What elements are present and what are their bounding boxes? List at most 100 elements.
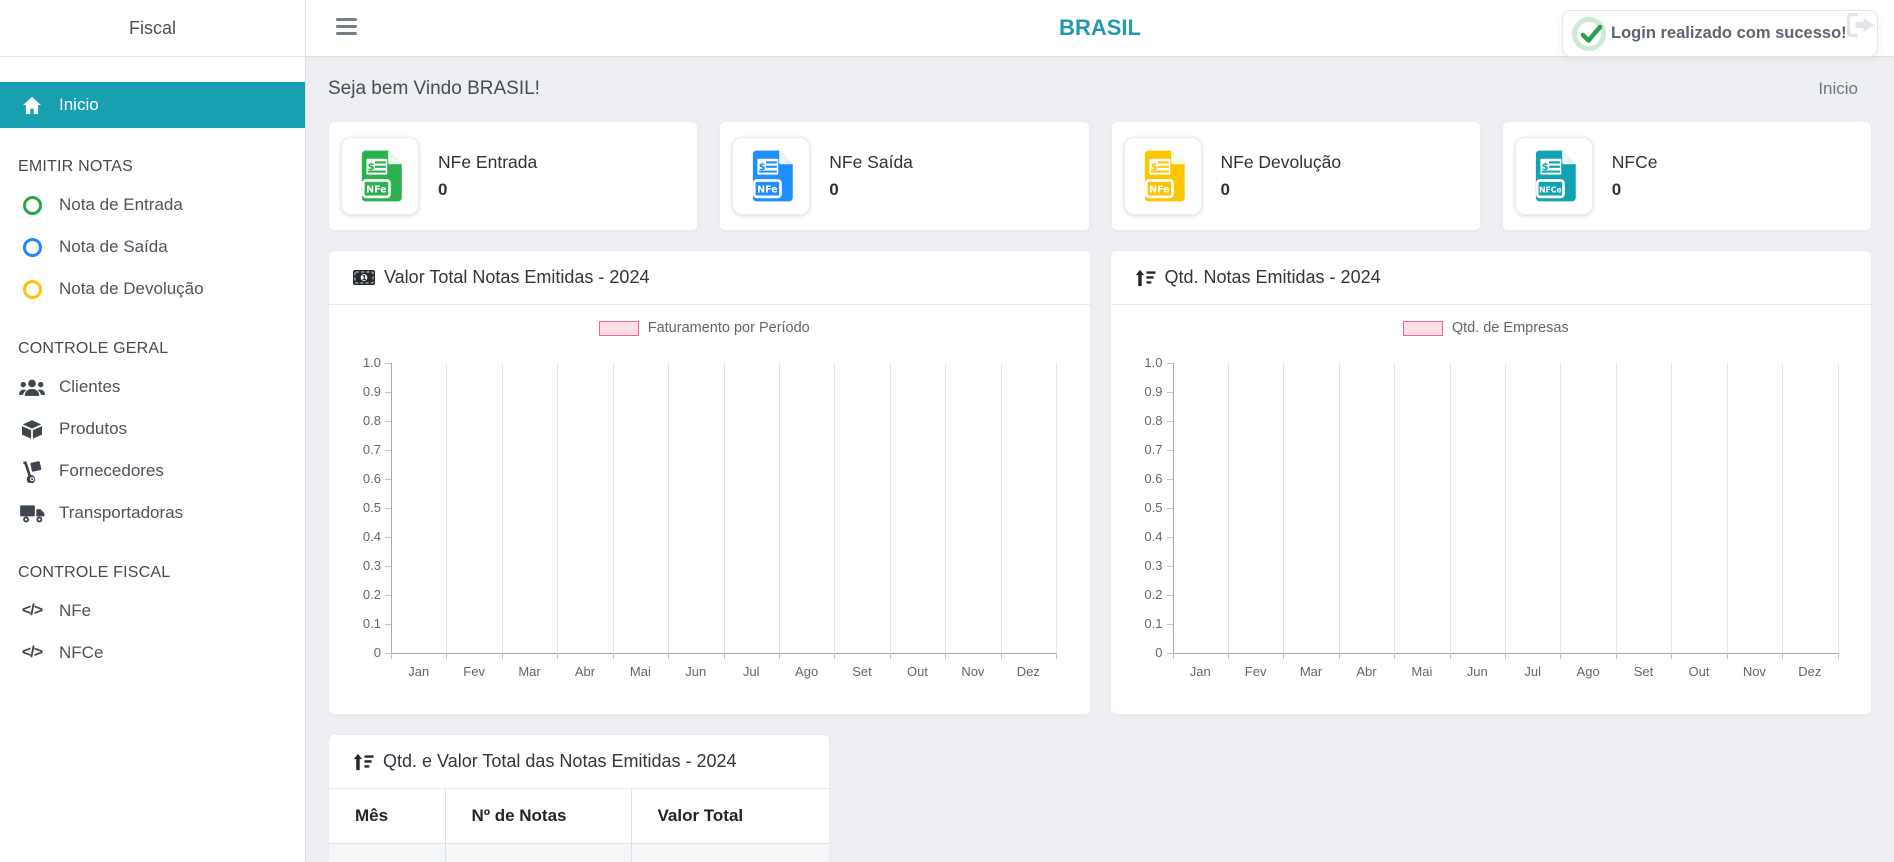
chart-area: Qtd. de Empresas Jan Fev Mar Abr Mai Jun Jul Ag… — [1111, 305, 1872, 693]
y-tick — [385, 363, 391, 364]
gridline-vertical — [1837, 363, 1839, 653]
breadcrumb[interactable]: Inicio — [1818, 79, 1858, 98]
stat-card-nfe-saida: $ NFe NFe Saída 0 — [719, 121, 1090, 231]
y-tick — [1166, 450, 1173, 451]
gridline-vertical — [778, 363, 780, 653]
sidebar-item-inicio[interactable]: Inicio — [0, 82, 305, 128]
y-tick — [385, 653, 391, 654]
y-tick — [1166, 566, 1173, 567]
welcome-text: Seja bem Vindo BRASIL! — [328, 78, 540, 99]
sidebar-item-label: Produtos — [59, 419, 128, 438]
sidebar-item-produtos[interactable]: Produtos — [0, 408, 305, 450]
chart-plot: Jan Fev Mar Abr Mai Jun Jul Ago Set Out Nov Dez 0 0.1… — [1127, 353, 1846, 693]
x-tick — [1782, 653, 1784, 659]
truck-icon — [19, 504, 45, 523]
sidebar-item-nota-de-entrada[interactable]: Nota de Entrada — [0, 184, 305, 226]
users-icon — [19, 378, 45, 397]
svg-text:NFe: NFe — [366, 184, 387, 195]
table-column-valor-total: Valor Total — [631, 789, 829, 844]
sidebar-item-label: Transportadoras — [59, 503, 184, 522]
y-tick — [1166, 363, 1173, 364]
table-card-header: Qtd. e Valor Total das Notas Emitidas - … — [329, 735, 829, 789]
y-tick-label: 0.3 — [362, 558, 381, 573]
nfe-document-icon: $ NFe — [1123, 137, 1202, 215]
table-card: Qtd. e Valor Total das Notas Emitidas - … — [328, 734, 830, 862]
table-title: Qtd. e Valor Total das Notas Emitidas - … — [383, 751, 737, 771]
sidebar-item-label: Nota de Entrada — [59, 195, 183, 214]
y-tick — [1166, 508, 1173, 509]
notas-table: Mês Nº de Notas Valor Total — [329, 789, 829, 862]
home-icon — [22, 96, 42, 115]
sidebar: Fiscal Inicio EMITIR NOTAS Nota de Entrad… — [0, 0, 306, 862]
circle-icon — [22, 279, 42, 299]
sidebar-section-controle-geral: CONTROLE GERAL — [18, 340, 169, 357]
dolly-icon — [21, 460, 44, 483]
sort-amount-up-icon — [1135, 269, 1156, 287]
stat-value: 0 — [1220, 180, 1230, 199]
y-tick-label: 0.2 — [1144, 587, 1163, 602]
sidebar-item-label: NFe — [59, 601, 92, 620]
sidebar-item-transportadoras[interactable]: Transportadoras — [0, 492, 305, 534]
y-tick-label: 0.4 — [1144, 529, 1163, 544]
y-tick-label: 0 — [373, 645, 381, 660]
chart-card-qtd-notas-emitidas-2024: Qtd. Notas Emitidas - 2024 Qtd. de Empre… — [1109, 250, 1872, 715]
y-tick-label: 0.8 — [362, 413, 381, 428]
x-tick-label: Dez — [1798, 664, 1822, 679]
nfe-document-icon: $ NFe — [732, 137, 811, 215]
svg-text:$: $ — [759, 162, 766, 173]
circle-icon — [22, 237, 42, 257]
y-tick-label: 0 — [1155, 645, 1163, 660]
x-tick — [1394, 653, 1396, 659]
gridline-vertical — [1560, 363, 1562, 653]
gridline-vertical — [612, 363, 614, 653]
toast-notification[interactable]: Login realizado com sucesso! — [1562, 10, 1878, 57]
x-tick-label: Mar — [1299, 664, 1323, 679]
nfe-document-icon: $ NFCe — [1514, 137, 1593, 215]
hamburger-menu-icon[interactable] — [336, 18, 357, 39]
svg-text:$: $ — [1542, 162, 1549, 173]
svg-text:NFCe: NFCe — [1539, 185, 1562, 194]
stat-card-nfce: $ NFCe NFCe 0 — [1501, 121, 1872, 231]
x-tick — [1671, 653, 1673, 659]
gridline-vertical — [834, 363, 836, 653]
chart-legend[interactable]: Qtd. de Empresas — [1127, 317, 1846, 339]
y-tick — [1166, 479, 1173, 480]
y-tick-label: 0.5 — [1144, 500, 1163, 515]
x-tick — [1837, 653, 1839, 659]
y-tick-label: 0.4 — [362, 529, 381, 544]
svg-text:NFe: NFe — [757, 184, 778, 195]
brand: Fiscal — [0, 0, 305, 57]
sidebar-item-nfce[interactable]: </> NFCe — [0, 632, 305, 674]
chart-title: Valor Total Notas Emitidas - 2024 — [384, 267, 650, 287]
money-bill-icon: 1 — [353, 270, 375, 285]
sidebar-item-nota-de-devolucao[interactable]: Nota de Devolução — [0, 268, 305, 310]
sidebar-item-clientes[interactable]: Clientes — [0, 366, 305, 408]
sidebar-item-label: Fornecedores — [59, 461, 164, 480]
chart-legend[interactable]: Faturamento por Período — [345, 317, 1064, 339]
x-tick-label: Jun — [1466, 664, 1488, 679]
x-tick-label: Ago — [1576, 664, 1600, 679]
y-axis-line — [391, 363, 392, 653]
x-tick — [1056, 653, 1057, 659]
x-tick-label: Abr — [1356, 664, 1377, 679]
x-tick-label: Jan — [1189, 664, 1211, 679]
sidebar-item-nfe[interactable]: </> NFe — [0, 590, 305, 632]
y-tick-label: 0.8 — [1144, 413, 1163, 428]
x-tick-label: Fev — [1244, 664, 1267, 679]
x-axis-line — [385, 653, 1056, 654]
x-tick-label: Set — [852, 664, 872, 679]
sidebar-item-fornecedores[interactable]: Fornecedores — [0, 450, 305, 492]
x-tick — [1283, 653, 1285, 659]
x-tick — [889, 653, 891, 659]
stat-title: NFe Devolução — [1220, 152, 1342, 172]
content: Seja bem Vindo BRASIL! Inicio $ NFe NFe … — [306, 57, 1894, 862]
sidebar-item-nota-de-saida[interactable]: Nota de Saída — [0, 226, 305, 268]
logout-icon[interactable] — [1847, 13, 1874, 42]
main-area: BRASIL Login realizado com sucesso! Seja… — [306, 0, 1894, 862]
x-tick — [1615, 653, 1617, 659]
box-icon — [20, 419, 44, 440]
gridline-vertical — [1283, 363, 1285, 653]
table-cell — [329, 843, 446, 862]
x-tick-label: Jan — [408, 664, 430, 679]
y-tick — [1166, 421, 1173, 422]
